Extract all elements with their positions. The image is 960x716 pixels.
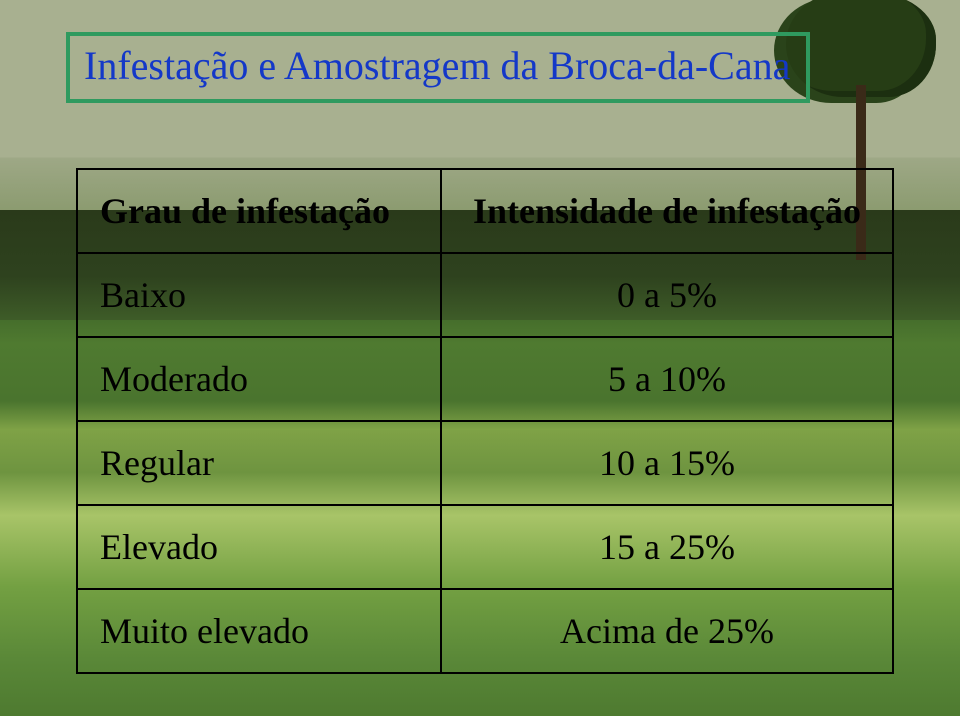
cell-grau: Baixo [77, 253, 441, 337]
table-row: Elevado 15 a 25% [77, 505, 893, 589]
cell-intensidade: 15 a 25% [441, 505, 893, 589]
cell-intensidade: 0 a 5% [441, 253, 893, 337]
table-row: Baixo 0 a 5% [77, 253, 893, 337]
header-cell-grau: Grau de infestação [77, 169, 441, 253]
table-row: Muito elevado Acima de 25% [77, 589, 893, 673]
header-cell-intensidade: Intensidade de infestação [441, 169, 893, 253]
cell-grau: Muito elevado [77, 589, 441, 673]
cell-grau: Moderado [77, 337, 441, 421]
infestation-table: Grau de infestação Intensidade de infest… [76, 168, 894, 674]
slide: Infestação e Amostragem da Broca-da-Cana… [0, 0, 960, 716]
table-row: Moderado 5 a 10% [77, 337, 893, 421]
slide-title: Infestação e Amostragem da Broca-da-Cana [66, 32, 810, 103]
table-header-row: Grau de infestação Intensidade de infest… [77, 169, 893, 253]
cell-intensidade: 10 a 15% [441, 421, 893, 505]
cell-grau: Regular [77, 421, 441, 505]
cell-grau: Elevado [77, 505, 441, 589]
cell-intensidade: 5 a 10% [441, 337, 893, 421]
cell-intensidade: Acima de 25% [441, 589, 893, 673]
table-row: Regular 10 a 15% [77, 421, 893, 505]
